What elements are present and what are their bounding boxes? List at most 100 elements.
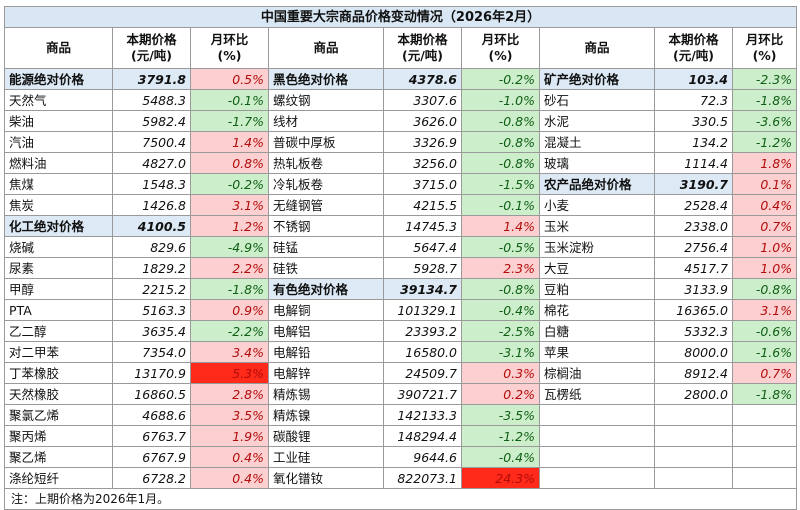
commodity-name: 硅铁 — [268, 257, 384, 279]
table-row: 对二甲苯 7354.0 3.4% 电解铅 16580.0 -3.1% 苹果 8000.0 -1.… — [4, 341, 798, 363]
table-row: PTA 5163.3 0.9% 电解铜 101329.1 -0.4% 棉花 16365.0 3.… — [4, 299, 798, 321]
commodity-name: 玉米 — [539, 215, 655, 237]
commodity-mom-change: 1.8% — [731, 152, 798, 174]
commodity-price-table: 中国重要大宗商品价格变动情况（2026年2月） 商品 本期价格 (元/吨) 月环比 (%… — [3, 6, 798, 510]
commodity-price: 822073.1 — [383, 467, 462, 489]
commodity-price: 134.2 — [654, 131, 733, 153]
commodity-price: 1548.3 — [112, 173, 191, 195]
empty-cell — [731, 446, 798, 468]
commodity-mom-change: 0.1% — [731, 173, 798, 195]
commodity-price: 3791.8 — [112, 68, 191, 90]
commodity-mom-change: 0.5% — [190, 68, 269, 90]
commodity-name: 水泥 — [539, 110, 655, 132]
commodity-price: 6767.9 — [112, 446, 191, 468]
commodity-name: 豆粕 — [539, 278, 655, 300]
commodity-name: 焦炭 — [4, 194, 113, 216]
commodity-mom-change: 3.4% — [190, 341, 269, 363]
commodity-price: 13170.9 — [112, 362, 191, 384]
commodity-price: 5163.3 — [112, 299, 191, 321]
category-summary-name: 矿产绝对价格 — [539, 68, 655, 90]
table-row: 聚丙烯 6763.7 1.9% 碳酸锂 148294.4 -1.2% — [4, 425, 798, 447]
commodity-name: 乙二醇 — [4, 320, 113, 342]
commodity-name: 汽油 — [4, 131, 113, 153]
commodity-name: 精炼镍 — [268, 404, 384, 426]
commodity-mom-change: -1.8% — [190, 278, 269, 300]
commodity-price: 2215.2 — [112, 278, 191, 300]
commodity-name: 无缝钢管 — [268, 194, 384, 216]
table-row: 烧碱 829.6 -4.9% 硅锰 5647.4 -0.5% 玉米淀粉 2756.4 1.0% — [4, 236, 798, 258]
category-summary-name: 黑色绝对价格 — [268, 68, 384, 90]
commodity-price: 3326.9 — [383, 131, 462, 153]
commodity-price: 4100.5 — [112, 215, 191, 237]
commodity-name: 柴油 — [4, 110, 113, 132]
commodity-price: 142133.3 — [383, 404, 462, 426]
header-price: 本期价格 (元/吨) — [112, 27, 191, 69]
commodity-price: 7354.0 — [112, 341, 191, 363]
commodity-mom-change: -1.2% — [731, 131, 798, 153]
commodity-name: 烧碱 — [4, 236, 113, 258]
commodity-mom-change: 1.4% — [190, 131, 269, 153]
table-body: 中国重要大宗商品价格变动情况（2026年2月） 商品 本期价格 (元/吨) 月环比 (%… — [3, 6, 798, 510]
note-row: 注：上期价格为2026年1月。 — [3, 488, 798, 510]
commodity-name: 玉米淀粉 — [539, 236, 655, 258]
table-row: 甲醇 2215.2 -1.8% 有色绝对价格 39134.7 -0.8% 豆粕 3133.9-… — [4, 278, 798, 300]
commodity-price: 4215.5 — [383, 194, 462, 216]
commodity-mom-change: -1.2% — [461, 425, 540, 447]
commodity-name: 精炼锡 — [268, 383, 384, 405]
commodity-price: 3626.0 — [383, 110, 462, 132]
commodity-price: 103.4 — [654, 68, 733, 90]
commodity-mom-change: 0.3% — [461, 362, 540, 384]
header-commodity: 商品 — [268, 27, 384, 69]
commodity-mom-change: -0.8% — [461, 131, 540, 153]
header-change: 月环比 (%) — [461, 27, 540, 69]
table-row: 汽油 7500.4 1.4% 普碳中厚板 3326.9 -0.8% 混凝土 134.2 -1.2… — [4, 131, 798, 153]
header-price: 本期价格 (元/吨) — [654, 27, 733, 69]
commodity-mom-change: -1.5% — [461, 173, 540, 195]
empty-cell — [731, 404, 798, 426]
commodity-mom-change: 0.7% — [731, 362, 798, 384]
empty-cell — [539, 446, 655, 468]
commodity-price: 24509.7 — [383, 362, 462, 384]
commodity-mom-change: 2.8% — [190, 383, 269, 405]
header-row: 商品 本期价格 (元/吨) 月环比 (%) 商品 本期价格 (元/吨) 月环比 (%) 商品 本期价格… — [4, 27, 798, 69]
commodity-mom-change: 0.4% — [731, 194, 798, 216]
commodity-name: 大豆 — [539, 257, 655, 279]
commodity-mom-change: 24.3% — [461, 467, 540, 489]
commodity-mom-change: -0.4% — [461, 446, 540, 468]
commodity-mom-change: 1.9% — [190, 425, 269, 447]
commodity-name: 聚氯乙烯 — [4, 404, 113, 426]
commodity-price: 16580.0 — [383, 341, 462, 363]
commodity-price: 16365.0 — [654, 299, 733, 321]
commodity-mom-change: -4.9% — [190, 236, 269, 258]
commodity-mom-change: -3.6% — [731, 110, 798, 132]
commodity-name: 白糖 — [539, 320, 655, 342]
commodity-mom-change: 0.4% — [190, 467, 269, 489]
commodity-name: 涤纶短纤 — [4, 467, 113, 489]
commodity-name: 天然气 — [4, 89, 113, 111]
commodity-price: 6763.7 — [112, 425, 191, 447]
commodity-mom-change: -0.8% — [461, 278, 540, 300]
commodity-mom-change: -0.8% — [461, 152, 540, 174]
commodity-price: 4688.6 — [112, 404, 191, 426]
commodity-mom-change: -0.4% — [461, 299, 540, 321]
empty-cell — [731, 425, 798, 447]
commodity-mom-change: -0.1% — [190, 89, 269, 111]
commodity-price: 390721.7 — [383, 383, 462, 405]
commodity-price: 3133.9 — [654, 278, 733, 300]
commodity-price: 1426.8 — [112, 194, 191, 216]
commodity-name: 线材 — [268, 110, 384, 132]
commodity-mom-change: -0.8% — [731, 278, 798, 300]
commodity-name: 天然橡胶 — [4, 383, 113, 405]
table-row: 天然橡胶 16860.5 2.8% 精炼锡 390721.7 0.2% 瓦楞纸 2800.0-… — [4, 383, 798, 405]
commodity-mom-change: 2.3% — [461, 257, 540, 279]
commodity-name: 甲醇 — [4, 278, 113, 300]
header-price: 本期价格 (元/吨) — [383, 27, 462, 69]
table-row: 涤纶短纤 6728.2 0.4% 氧化镨钕 822073.1 24.3% — [4, 467, 798, 489]
header-change: 月环比 (%) — [731, 27, 798, 69]
empty-cell — [539, 467, 655, 489]
commodity-name: 瓦楞纸 — [539, 383, 655, 405]
commodity-name: 电解铝 — [268, 320, 384, 342]
commodity-price: 2756.4 — [654, 236, 733, 258]
commodity-mom-change: -1.8% — [731, 383, 798, 405]
header-change: 月环比 (%) — [190, 27, 269, 69]
